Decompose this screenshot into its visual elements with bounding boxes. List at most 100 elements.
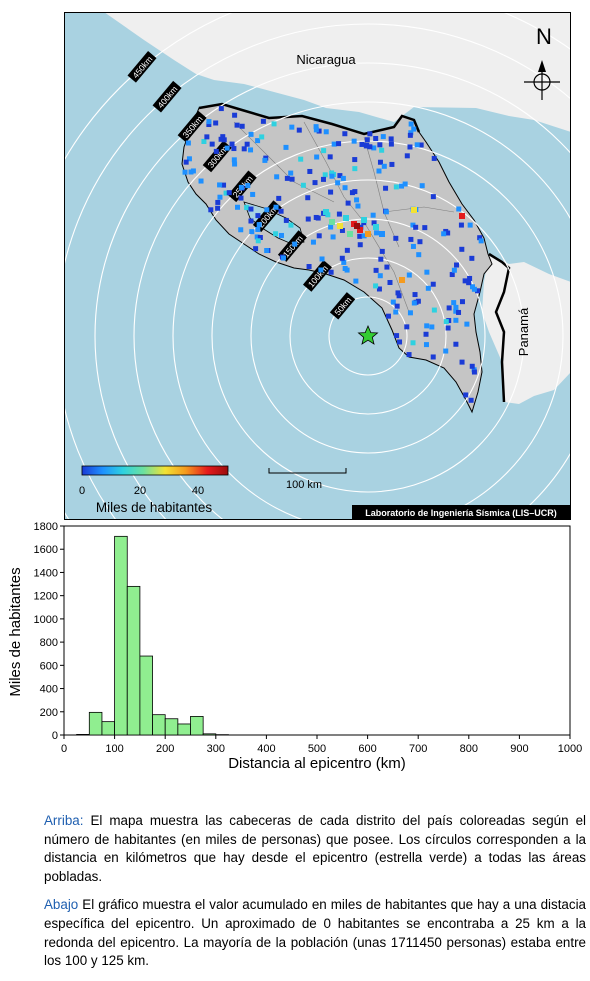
district-marker [459,247,464,252]
district-marker [359,142,364,147]
histogram-bar [140,656,153,735]
district-marker [317,233,322,238]
district-marker [264,248,269,253]
district-marker [354,197,359,202]
district-marker [452,268,457,273]
x-tick-label: 500 [308,743,326,755]
district-marker [453,342,458,347]
district-marker [450,272,455,277]
district-marker [345,268,350,273]
colorbar-tick: 0 [79,485,85,497]
district-marker [467,276,472,281]
x-tick-label: 1000 [558,743,582,755]
histogram-bar [77,734,90,735]
colorbar-title: Miles de habitantes [96,500,213,515]
nicaragua-label: Nicaragua [296,52,356,67]
district-marker [208,207,213,212]
district-marker [259,134,264,139]
district-marker [227,190,232,195]
district-marker [405,153,410,158]
x-tick-label: 200 [156,743,174,755]
district-marker [306,217,311,222]
district-marker [361,217,367,223]
x-tick-label: 400 [257,743,275,755]
district-marker [358,242,363,247]
district-marker [431,194,436,199]
x-tick-label: 900 [510,743,528,755]
district-marker [469,256,474,261]
district-marker [469,398,474,403]
district-marker [248,147,253,152]
district-marker [389,136,394,141]
district-marker [472,287,477,292]
x-tick-label: 700 [409,743,427,755]
district-marker [407,273,412,278]
district-marker [342,131,347,136]
district-marker [329,270,334,275]
district-marker [472,370,477,375]
district-marker [274,174,279,179]
district-marker [429,324,434,329]
district-marker [273,231,278,236]
district-marker [426,286,431,291]
district-marker [314,155,319,160]
district-marker [416,252,421,257]
district-marker [249,132,254,137]
district-marker [355,204,360,209]
district-marker [424,332,429,337]
district-marker [353,279,358,284]
district-marker [284,218,289,223]
district-marker [210,142,215,147]
district-marker [240,124,245,129]
district-marker [364,143,369,148]
y-tick-label: 200 [40,707,58,719]
district-marker [328,190,333,195]
district-marker [276,196,281,201]
district-marker [245,142,250,147]
caption-label-top: Arriba: [44,813,83,828]
caption-text-top: El mapa muestra las cabeceras de cada di… [44,813,586,884]
district-marker [431,354,436,359]
district-marker [341,176,346,181]
caption-paragraph-bottom: Abajo El gráfico muestra el valor acumul… [44,896,586,970]
y-tick-label: 1600 [34,544,58,556]
district-marker [215,206,220,211]
district-marker [460,299,465,304]
district-marker [235,205,240,210]
district-marker [386,314,391,319]
caption: Arriba: El mapa muestra las cabeceras de… [44,812,586,981]
district-marker [323,209,329,215]
district-marker [408,310,413,315]
district-marker [323,172,328,177]
credit-box: Laboratorio de Ingeniería Sísmica (LIS–U… [352,505,571,520]
colorbar-tick: 20 [134,485,146,497]
district-marker [424,342,429,347]
district-marker [321,148,326,153]
district-marker [314,127,319,132]
district-marker [343,215,349,221]
y-tick-label: 400 [40,684,58,696]
district-marker [443,349,448,354]
district-marker [215,200,220,205]
district-marker [253,246,258,251]
x-tick-label: 0 [61,743,67,755]
histogram-bar [127,586,140,735]
district-marker [463,392,468,397]
y-tick-label: 1800 [34,521,58,533]
district-marker [201,139,206,144]
district-marker [451,300,456,305]
district-marker [424,323,429,328]
histogram-bar [102,722,115,735]
district-marker [206,119,211,124]
district-marker [184,160,189,165]
scalebar-label: 100 km [286,479,322,491]
colorbar-ramp [82,466,228,475]
district-marker [281,256,286,261]
district-marker [255,227,260,232]
district-marker [420,183,425,188]
district-marker [191,168,196,173]
district-marker [407,144,412,149]
district-marker [257,222,262,227]
district-marker [407,352,412,357]
